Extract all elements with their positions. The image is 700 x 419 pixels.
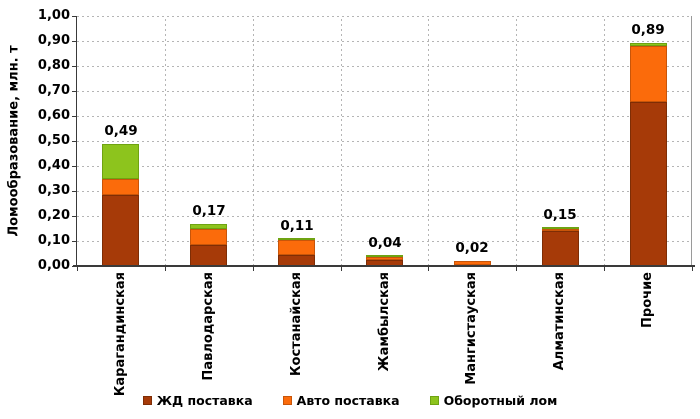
legend-label: Авто поставка bbox=[296, 393, 400, 408]
y-tick-label: 0,80 bbox=[37, 58, 70, 73]
bar-total-label: 0,04 bbox=[368, 235, 402, 251]
x-tick-mark bbox=[428, 266, 429, 271]
bar-segment bbox=[102, 179, 139, 195]
legend-marker bbox=[429, 396, 439, 405]
bar-segment bbox=[190, 224, 227, 229]
y-tick-label: 0,90 bbox=[37, 33, 70, 48]
horizontal-gridline bbox=[77, 41, 692, 42]
bar-segment bbox=[630, 43, 667, 46]
x-axis-category-label: Прочие bbox=[640, 272, 655, 328]
horizontal-gridline bbox=[77, 66, 692, 67]
horizontal-gridline bbox=[77, 216, 692, 217]
bar-total-label: 0,02 bbox=[455, 240, 489, 256]
bar-segment bbox=[278, 238, 315, 240]
bar-segment bbox=[278, 240, 315, 255]
bar-segment bbox=[542, 231, 579, 266]
horizontal-gridline bbox=[77, 116, 692, 117]
plot-area: 0,49 0,17 0,11 0,04 0,02 0,15 0,89 bbox=[77, 16, 692, 266]
legend-marker bbox=[142, 396, 152, 405]
x-axis-category-label: Жамбылская bbox=[377, 272, 392, 372]
x-tick-mark bbox=[516, 266, 517, 271]
bar-segment bbox=[190, 245, 227, 266]
bar-segment bbox=[190, 229, 227, 245]
legend-item: Оборотный лом bbox=[429, 393, 558, 408]
horizontal-gridline bbox=[77, 141, 692, 142]
legend-label: Оборотный лом bbox=[443, 393, 558, 408]
x-tick-mark bbox=[692, 266, 693, 271]
bar-total-label: 0,89 bbox=[631, 22, 665, 38]
bar-segment bbox=[366, 255, 403, 257]
vertical-gridline bbox=[516, 16, 517, 266]
bar-segment bbox=[102, 144, 139, 179]
bar-segment bbox=[366, 257, 403, 260]
x-tick-mark bbox=[253, 266, 254, 271]
y-tick-mark bbox=[72, 116, 77, 117]
bar-segment bbox=[542, 227, 579, 229]
y-tick-mark bbox=[72, 66, 77, 67]
bar-total-label: 0,11 bbox=[280, 218, 314, 234]
legend-item: ЖД поставка bbox=[142, 393, 253, 408]
vertical-gridline bbox=[604, 16, 605, 266]
horizontal-gridline bbox=[77, 91, 692, 92]
y-tick-mark bbox=[72, 241, 77, 242]
x-tick-mark bbox=[604, 266, 605, 271]
y-tick-label: 0,30 bbox=[37, 183, 70, 198]
y-tick-label: 0,10 bbox=[37, 233, 70, 248]
y-tick-label: 0,40 bbox=[37, 158, 70, 173]
bar-segment bbox=[542, 229, 579, 231]
x-axis-category-label: Мангистауская bbox=[464, 272, 479, 385]
y-tick-mark bbox=[72, 191, 77, 192]
legend-marker bbox=[282, 396, 292, 405]
plot-right-border bbox=[691, 16, 692, 266]
x-axis-category-label: Алматинская bbox=[552, 272, 567, 371]
y-tick-mark bbox=[72, 91, 77, 92]
x-axis-line bbox=[73, 265, 695, 267]
legend: ЖД поставка Авто поставка Оборотный лом bbox=[0, 393, 700, 408]
x-axis-category-label: Павлодарская bbox=[201, 272, 216, 381]
vertical-gridline bbox=[428, 16, 429, 266]
bar-segment bbox=[102, 195, 139, 266]
horizontal-gridline bbox=[77, 166, 692, 167]
x-axis-category-label: Костанайская bbox=[289, 272, 304, 377]
horizontal-gridline bbox=[77, 16, 692, 17]
y-tick-label: 0,00 bbox=[37, 258, 70, 273]
y-tick-mark bbox=[72, 41, 77, 42]
x-tick-mark bbox=[341, 266, 342, 271]
y-tick-mark bbox=[72, 141, 77, 142]
y-tick-label: 0,50 bbox=[37, 133, 70, 148]
bar-segment bbox=[630, 46, 667, 102]
vertical-gridline bbox=[253, 16, 254, 266]
bar-total-label: 0,49 bbox=[104, 123, 138, 139]
y-tick-mark bbox=[72, 16, 77, 17]
bar-total-label: 0,15 bbox=[543, 207, 577, 223]
vertical-gridline bbox=[165, 16, 166, 266]
bar-segment bbox=[454, 261, 491, 265]
y-tick-label: 0,20 bbox=[37, 208, 70, 223]
legend-label: ЖД поставка bbox=[156, 393, 253, 408]
bar-total-label: 0,17 bbox=[192, 203, 226, 219]
vertical-gridline bbox=[341, 16, 342, 266]
y-tick-label: 0,60 bbox=[37, 108, 70, 123]
x-axis-category-label: Карагандинская bbox=[113, 272, 128, 397]
x-tick-mark bbox=[77, 266, 78, 271]
bar-segment bbox=[630, 102, 667, 266]
horizontal-gridline bbox=[77, 241, 692, 242]
x-tick-mark bbox=[165, 266, 166, 271]
legend-item: Авто поставка bbox=[282, 393, 400, 408]
y-tick-mark bbox=[72, 216, 77, 217]
horizontal-gridline bbox=[77, 191, 692, 192]
y-tick-mark bbox=[72, 166, 77, 167]
y-tick-label: 0,70 bbox=[37, 83, 70, 98]
y-tick-label: 1,00 bbox=[37, 8, 70, 23]
y-axis-title: Ломообразование, млн. т bbox=[6, 45, 22, 237]
